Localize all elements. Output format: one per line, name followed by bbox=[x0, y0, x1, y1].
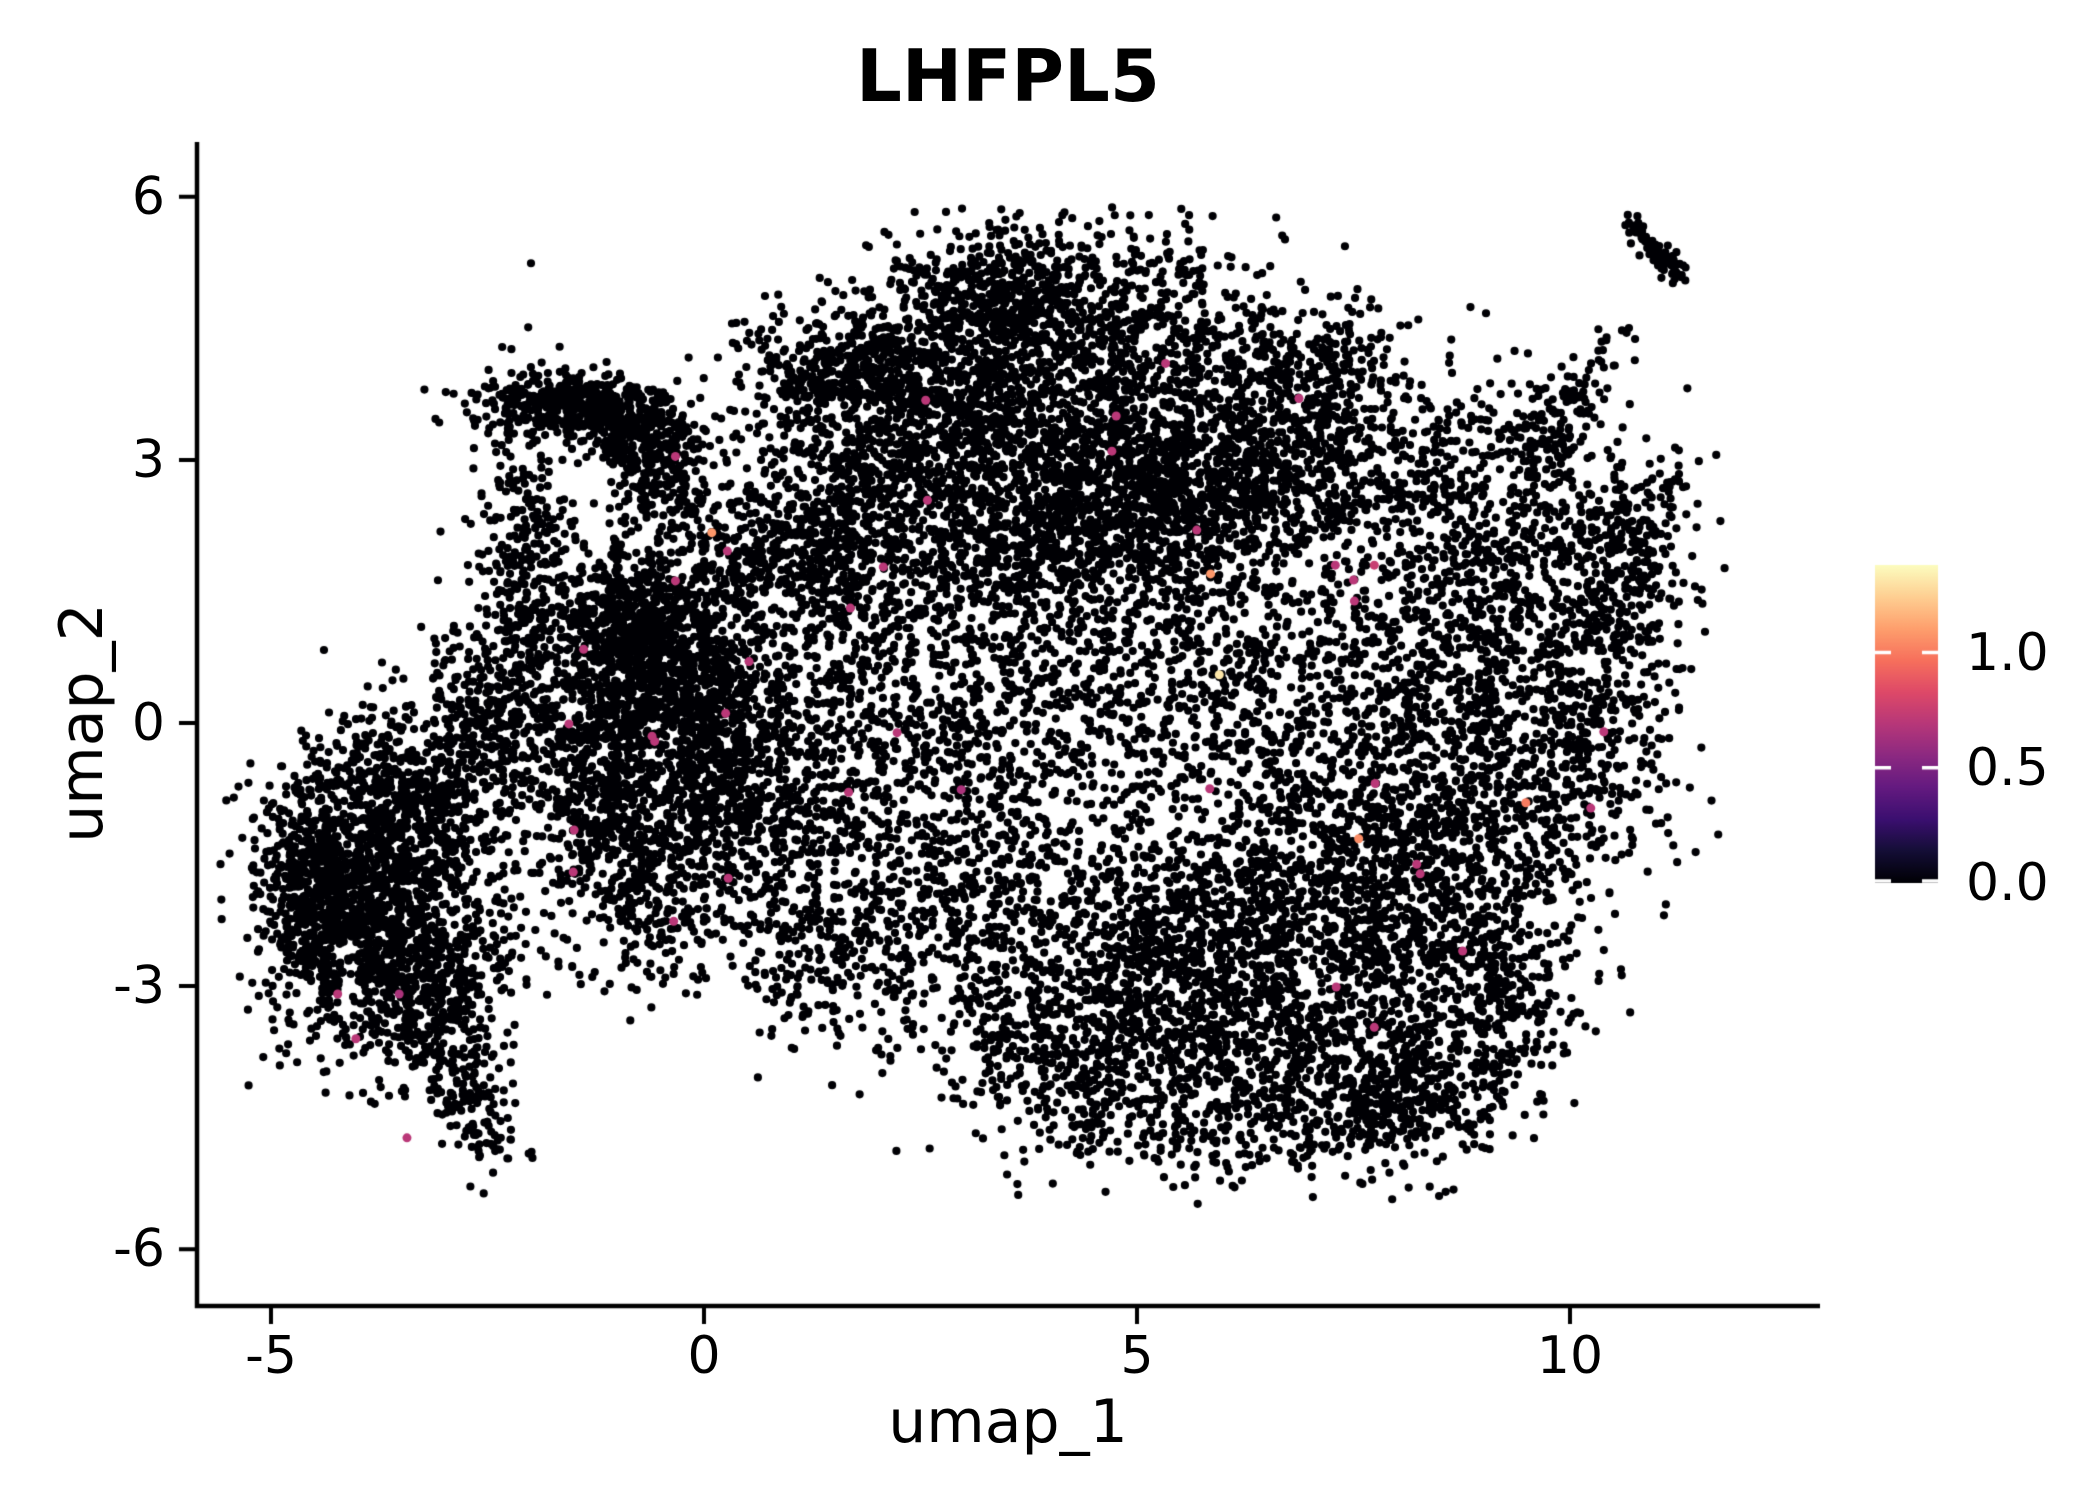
x-axis-label: umap_1 bbox=[888, 1387, 1128, 1457]
y-tick-label: 6 bbox=[131, 166, 165, 227]
plot-title: LHFPL5 bbox=[855, 34, 1161, 118]
y-tick-label: -3 bbox=[113, 956, 165, 1017]
x-tick-label: 5 bbox=[1120, 1326, 1154, 1386]
x-tick-label: 0 bbox=[687, 1326, 721, 1386]
y-tick-label: -6 bbox=[113, 1219, 165, 1280]
x-tick-label: -5 bbox=[245, 1326, 297, 1386]
colorbar-tick-label: 1.0 bbox=[1966, 622, 2049, 683]
colorbar-tick-label: 0.0 bbox=[1966, 853, 2049, 913]
y-tick-label: 3 bbox=[131, 429, 165, 490]
x-tick-label: 10 bbox=[1536, 1326, 1604, 1386]
y-tick-label: 0 bbox=[131, 693, 165, 753]
colorbar-tick-label: 0.5 bbox=[1966, 737, 2049, 798]
